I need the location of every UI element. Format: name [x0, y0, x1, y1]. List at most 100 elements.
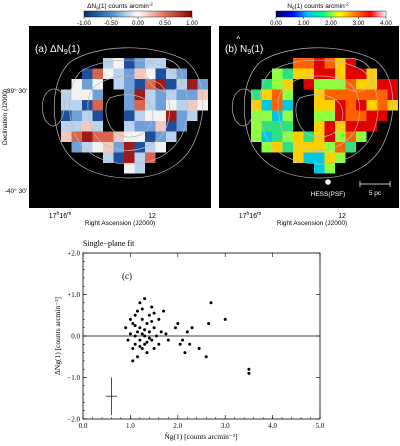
- map-a-pixel: [176, 121, 187, 132]
- map-b-pixel: [335, 58, 346, 69]
- scatter-point: [157, 317, 161, 321]
- scatter-point: [133, 334, 137, 338]
- x-tick-label: 4.0: [268, 422, 277, 430]
- scatter-point: [178, 342, 182, 346]
- map-a-pixel: [145, 100, 156, 111]
- map-a-pixel: [166, 89, 177, 100]
- map-b-pixel: [282, 110, 293, 121]
- ra-tick-right-b: 12: [338, 213, 346, 220]
- scatter-point: [173, 326, 177, 330]
- map-a-pixel: [197, 79, 208, 90]
- map-a-pixel: [82, 131, 93, 142]
- map-b-pixel: [324, 110, 335, 121]
- map-a-pixel: [124, 68, 135, 79]
- map-a-pixel: [134, 68, 145, 79]
- ra-tick-left-b: 17h16m: [239, 211, 262, 220]
- map-b-pixel: [303, 68, 314, 79]
- map-a-pixel: [82, 68, 93, 79]
- map-b-pixel: [335, 152, 346, 163]
- scatter-point: [209, 301, 213, 305]
- map-b-pixel: [345, 121, 356, 132]
- map-b-pixel: [345, 68, 356, 79]
- map-a-contour: [145, 58, 183, 92]
- scatter-point: [154, 334, 158, 338]
- dec-tick-bottom: -40° 30': [5, 187, 27, 195]
- map-a-pixel: [92, 131, 103, 142]
- scatter-point: [124, 326, 128, 330]
- map-a-pixel: [166, 110, 177, 121]
- panel-b: N9(1) counts arcmin-2 0.00 1.00 2.00 3.00 4.…: [219, 2, 399, 227]
- colorbar-b-tick-label: 3.00: [353, 21, 365, 27]
- map-a-pixel: [145, 152, 156, 163]
- map-a-pixel: [176, 100, 187, 111]
- map-a-pixel: [134, 58, 145, 69]
- map-a-pixel: [82, 121, 93, 132]
- map-b-pixel: [356, 110, 367, 121]
- map-a-pixel: [155, 142, 166, 153]
- scatter-point: [223, 317, 227, 321]
- map-b-pixel: [251, 89, 262, 100]
- map-b-pixel: [377, 100, 388, 111]
- map-a-pixel: [134, 79, 145, 90]
- map-a-pixel: [145, 110, 156, 121]
- map-b-pixel: [314, 110, 325, 121]
- scatter-point: [183, 351, 187, 355]
- map-b-pixel: [314, 163, 325, 174]
- colorbar-a: [83, 10, 193, 18]
- scatter-point: [147, 336, 151, 340]
- map-b-pixel: [324, 142, 335, 153]
- map-b-pixel: [293, 152, 304, 163]
- map-b-pixels: [251, 58, 398, 174]
- map-b-pixel: [324, 89, 335, 100]
- map-b-pixel: [324, 100, 335, 111]
- y-tick-label: 0.0: [71, 333, 80, 341]
- map-b-pixel: [293, 131, 304, 142]
- map-b-pixel: [324, 131, 335, 142]
- colorbar-b-tick-label: 2.00: [325, 21, 337, 27]
- map-b-pixel: [356, 131, 367, 142]
- map-b-pixel: [282, 89, 293, 100]
- map-b-pixel: [314, 152, 325, 163]
- map-a-pixel: [92, 121, 103, 132]
- map-a-pixel: [145, 79, 156, 90]
- map-b-pixel: [366, 121, 377, 132]
- map-a-pixel: [71, 79, 82, 90]
- map-a-pixel: [155, 58, 166, 69]
- ra-label-a: Right Ascension (J2000): [85, 220, 155, 227]
- scatter-point: [143, 334, 147, 338]
- scale-label: 5 pc: [369, 190, 382, 197]
- map-a-pixel: [155, 110, 166, 121]
- scatter-point: [143, 297, 147, 301]
- map-b-pixel: [356, 68, 367, 79]
- colorbar-a-title: ΔN9(1) counts arcmin-2: [87, 2, 153, 11]
- ra-tick-right-a: 12: [148, 213, 156, 220]
- map-a-pixel: [134, 131, 145, 142]
- map-b-pixel: [272, 68, 283, 79]
- scatter-point: [147, 313, 151, 317]
- scatter-point: [185, 330, 189, 334]
- map-b-pixel: [335, 89, 346, 100]
- map-b-pixel: [335, 79, 346, 90]
- panel-a-label: (a) ΔN9(1): [35, 44, 80, 56]
- map-a-pixel: [103, 58, 114, 69]
- map-a-pixel: [82, 100, 93, 111]
- map-b-contour: [335, 58, 373, 92]
- scatter-point: [140, 346, 144, 350]
- map-b-pixel: [335, 100, 346, 111]
- map-a-pixel: [71, 89, 82, 100]
- map-b-pixel: [335, 142, 346, 153]
- map-a-pixel: [113, 58, 124, 69]
- scatter-point: [207, 322, 211, 326]
- map-b-pixel: [356, 100, 367, 111]
- map-b-pixel: [335, 131, 346, 142]
- y-tick-label: +1.0: [67, 291, 80, 299]
- map-b-pixel: [324, 163, 335, 174]
- map-b-pixel: [282, 121, 293, 132]
- map-b-pixel: [261, 100, 272, 111]
- scatter-point: [140, 307, 144, 311]
- map-a-pixel: [187, 79, 198, 90]
- map-a-pixel: [92, 142, 103, 153]
- map-a-pixel: [61, 131, 72, 142]
- map-a-contour: [53, 47, 204, 179]
